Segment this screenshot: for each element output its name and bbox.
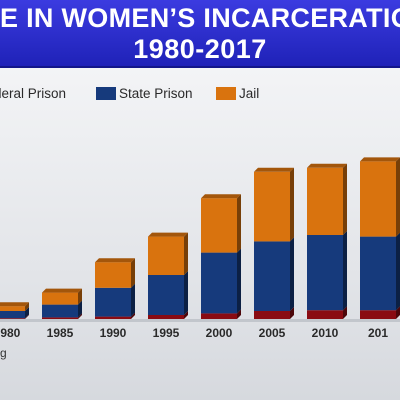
bar-state-prison-1985 xyxy=(42,304,78,318)
bar-side-federal-prison-1990 xyxy=(131,312,135,319)
bar-side-jail-1995 xyxy=(184,232,188,275)
bar-federal-prison-1990 xyxy=(95,316,131,319)
x-tick-label-201: 201 xyxy=(368,326,388,340)
bar-side-federal-prison-1995 xyxy=(184,311,188,319)
bar-side-jail-1980 xyxy=(25,302,29,311)
bar-federal-prison-2005 xyxy=(254,311,290,319)
bar-side-federal-prison-201 xyxy=(396,306,400,319)
bar-jail-1990 xyxy=(95,262,131,288)
bar-jail-2010 xyxy=(307,167,343,235)
x-tick-label-2005: 2005 xyxy=(259,326,286,340)
bar-state-prison-2000 xyxy=(201,252,237,314)
source-credit: rg xyxy=(0,346,7,360)
bar-state-prison-1980 xyxy=(0,311,25,319)
legend-item-jail: Jail xyxy=(216,86,259,101)
bar-side-federal-prison-2000 xyxy=(237,309,241,319)
bar-side-state-prison-2010 xyxy=(343,231,347,311)
bar-state-prison-201 xyxy=(360,236,396,311)
bar-side-state-prison-1995 xyxy=(184,271,188,315)
bar-top-1990 xyxy=(95,258,135,263)
bar-jail-1980 xyxy=(0,306,25,311)
bar-federal-prison-1980 xyxy=(0,318,25,319)
bar-side-federal-prison-1985 xyxy=(78,313,82,319)
bar-federal-prison-1995 xyxy=(148,315,184,319)
bar-side-jail-2005 xyxy=(290,167,294,242)
bar-side-federal-prison-2010 xyxy=(343,306,347,319)
x-tick-label-1995: 1995 xyxy=(153,326,180,340)
bar-state-prison-1995 xyxy=(148,275,184,315)
title-banner: E IN WOMEN’S INCARCERATIO 1980-2017 xyxy=(0,0,400,66)
bar-side-state-prison-201 xyxy=(396,232,400,311)
x-tick-label-1985: 1985 xyxy=(47,326,74,340)
legend-swatch-state xyxy=(96,87,116,100)
legend-item-federal: deral Prison xyxy=(0,86,66,101)
legend-label-federal: deral Prison xyxy=(0,86,67,101)
bar-side-state-prison-2000 xyxy=(237,248,241,314)
bar-side-state-prison-1980 xyxy=(25,307,29,319)
legend-item-state: State Prison xyxy=(96,86,193,101)
chart-subtitle-years: 1980-2017 xyxy=(133,34,267,64)
bar-side-state-prison-2005 xyxy=(290,237,294,311)
bar-jail-201 xyxy=(360,161,396,237)
bar-top-201 xyxy=(360,157,400,162)
bar-top-1985 xyxy=(42,288,82,293)
bar-side-jail-2010 xyxy=(343,163,347,235)
legend-label-state: State Prison xyxy=(119,86,193,101)
bar-federal-prison-1985 xyxy=(42,317,78,319)
bar-jail-1985 xyxy=(42,292,78,305)
bar-top-1995 xyxy=(148,232,188,237)
bar-federal-prison-2010 xyxy=(307,310,343,319)
bar-side-jail-1990 xyxy=(131,258,135,288)
bar-state-prison-2005 xyxy=(254,241,290,311)
bar-top-1980 xyxy=(0,302,29,307)
x-tick-label-2010: 2010 xyxy=(312,326,339,340)
x-tick-label-1980: 1980 xyxy=(0,326,21,340)
chart-baseline xyxy=(0,319,400,322)
bar-side-jail-1985 xyxy=(78,288,82,305)
bar-federal-prison-201 xyxy=(360,310,396,319)
x-tick-label-1990: 1990 xyxy=(100,326,127,340)
bar-state-prison-1990 xyxy=(95,287,131,317)
bar-federal-prison-2000 xyxy=(201,313,237,319)
bar-top-2010 xyxy=(307,163,347,168)
bar-top-2005 xyxy=(254,167,294,172)
x-tick-label-2000: 2000 xyxy=(206,326,233,340)
chart-title: E IN WOMEN’S INCARCERATIO xyxy=(0,3,400,33)
bar-side-state-prison-1990 xyxy=(131,283,135,317)
bar-side-jail-201 xyxy=(396,157,400,237)
bar-top-2000 xyxy=(201,194,241,199)
bar-jail-1995 xyxy=(148,236,184,275)
legend-swatch-jail xyxy=(216,87,236,100)
bar-side-jail-2000 xyxy=(237,194,241,253)
bar-side-state-prison-1985 xyxy=(78,300,82,318)
bar-side-federal-prison-1980 xyxy=(25,314,29,319)
bar-state-prison-2010 xyxy=(307,235,343,311)
bar-jail-2005 xyxy=(254,171,290,242)
legend-label-jail: Jail xyxy=(239,86,260,101)
bar-jail-2000 xyxy=(201,198,237,253)
